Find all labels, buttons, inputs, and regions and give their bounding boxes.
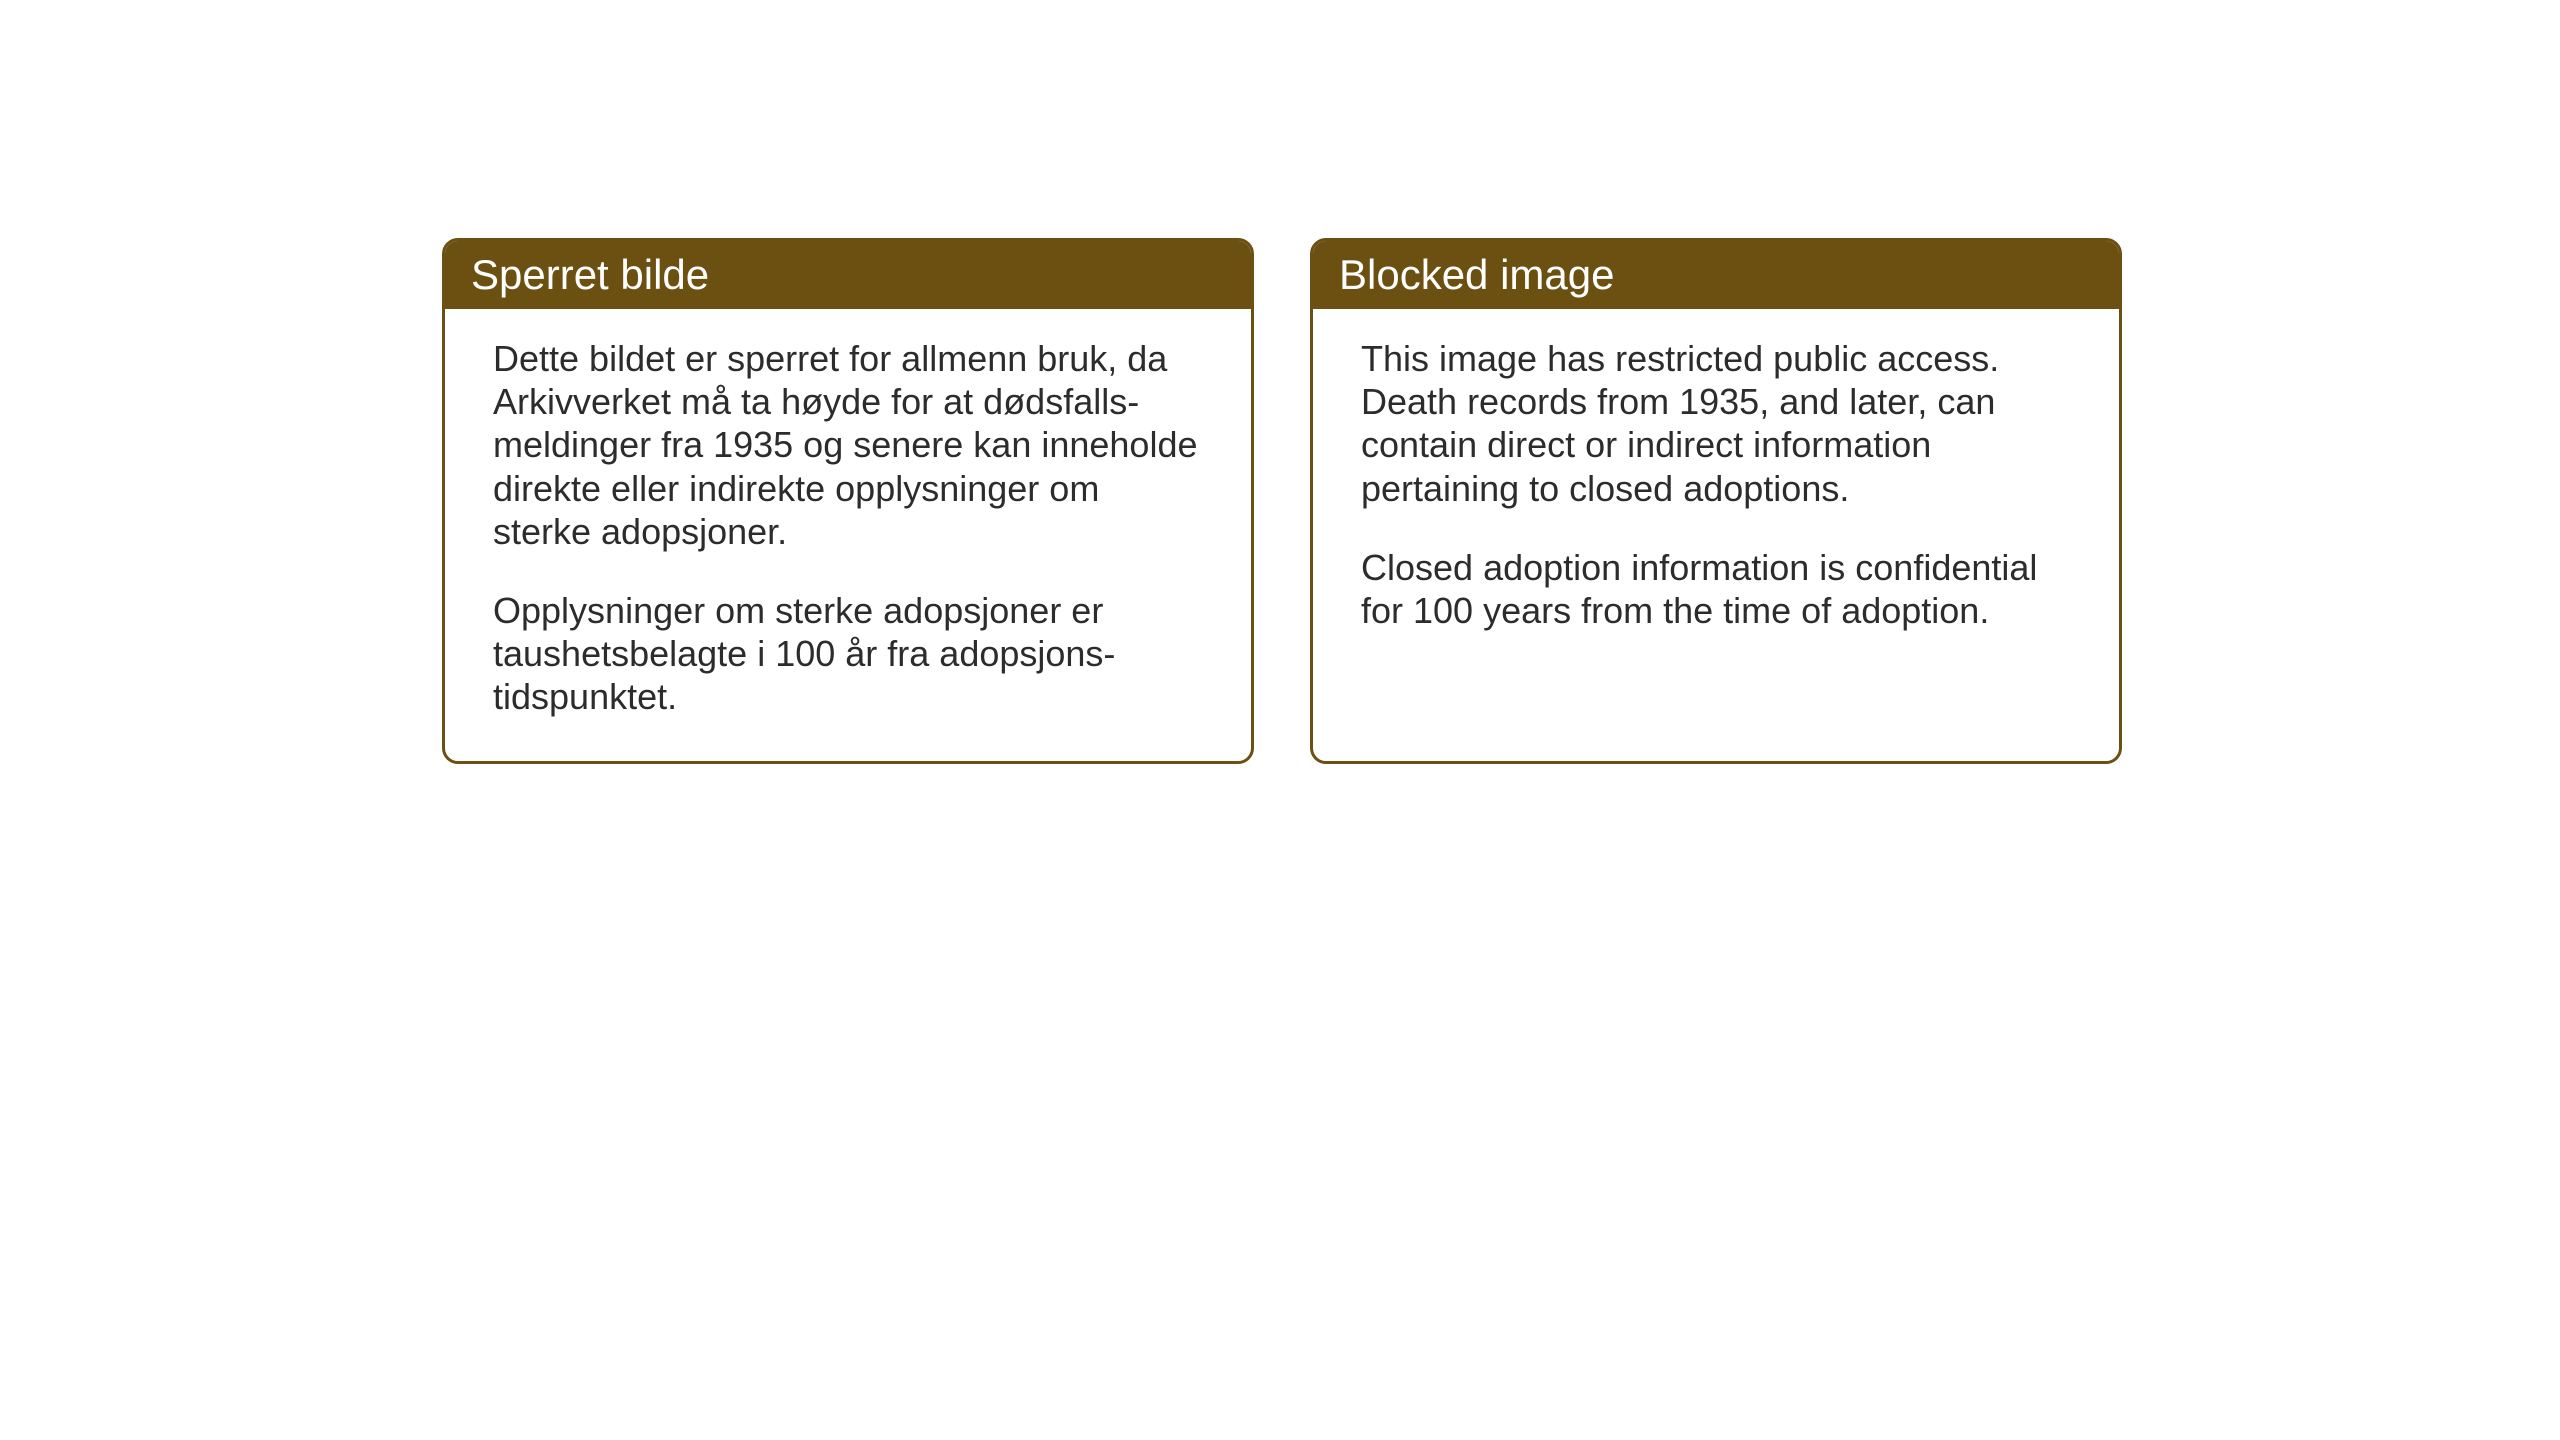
card-english: Blocked image This image has restricted … [1310, 238, 2122, 764]
card-norwegian: Sperret bilde Dette bildet er sperret fo… [442, 238, 1254, 764]
card-english-paragraph-2: Closed adoption information is confident… [1361, 546, 2071, 632]
card-english-body: This image has restricted public access.… [1313, 309, 2119, 674]
card-english-paragraph-1: This image has restricted public access.… [1361, 337, 2071, 510]
cards-container: Sperret bilde Dette bildet er sperret fo… [442, 238, 2122, 764]
card-norwegian-paragraph-2: Opplysninger om sterke adopsjoner er tau… [493, 589, 1203, 719]
card-norwegian-paragraph-1: Dette bildet er sperret for allmenn bruk… [493, 337, 1203, 553]
card-english-header: Blocked image [1313, 241, 2119, 309]
card-norwegian-header: Sperret bilde [445, 241, 1251, 309]
card-norwegian-body: Dette bildet er sperret for allmenn bruk… [445, 309, 1251, 761]
card-english-title: Blocked image [1339, 251, 1614, 298]
card-norwegian-title: Sperret bilde [471, 251, 709, 298]
